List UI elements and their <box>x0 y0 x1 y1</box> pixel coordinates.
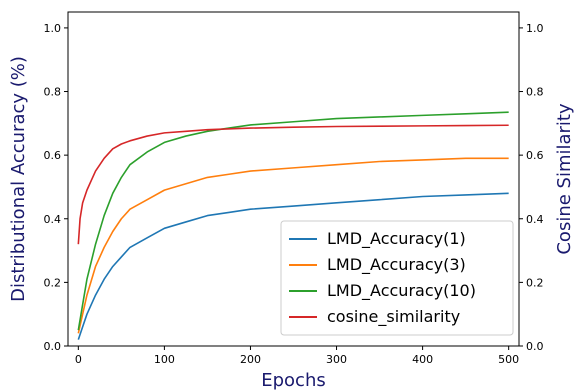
y-tick-label-right: 1.0 <box>526 22 544 35</box>
legend: LMD_Accuracy(1) LMD_Accuracy(3) LMD_Accura… <box>280 220 514 336</box>
y-tick-label-left: 0.6 <box>44 149 62 162</box>
y-tick-label-left: 0.0 <box>44 340 62 353</box>
x-tick-label: 300 <box>326 353 347 366</box>
y-tick-label-right: 0.4 <box>526 213 544 226</box>
series-line-lmd-accuracy-1 <box>77 192 509 340</box>
y-axis-title-left: Distributional Accuracy (%) <box>8 56 29 302</box>
ticks-layer: 0 100 200 300 400 500 0.0 0.2 0.4 0.6 0.8 1.0 0.0 0.2… <box>44 22 544 366</box>
y-tick-label-left: 1.0 <box>44 22 62 35</box>
y-tick-label-right: 0.0 <box>526 340 544 353</box>
y-tick-label-right: 0.6 <box>526 149 544 162</box>
legend-label: LMD_Accuracy(3) <box>327 255 466 275</box>
x-tick-label: 200 <box>240 353 261 366</box>
plot-frame <box>67 11 520 347</box>
x-axis-title: Epochs <box>261 370 326 390</box>
x-tick-label: 0 <box>75 353 82 366</box>
y-tick-label-right: 0.8 <box>526 86 544 99</box>
x-tick-label: 500 <box>498 353 519 366</box>
legend-label: LMD_Accuracy(10) <box>327 281 476 301</box>
series-line-cosine-similarity <box>77 124 509 245</box>
y-axis-title-right: Cosine Similarity <box>554 103 574 255</box>
legend-label: LMD_Accuracy(1) <box>327 229 466 249</box>
series-line-lmd-accuracy-10 <box>77 111 509 331</box>
series-layer <box>77 111 509 340</box>
y-tick-label-left: 0.2 <box>44 276 62 289</box>
y-tick-label-left: 0.4 <box>44 213 62 226</box>
x-tick-label: 100 <box>154 353 175 366</box>
series-line-lmd-accuracy-3 <box>77 157 509 334</box>
legend-box <box>280 220 514 336</box>
x-tick-label: 400 <box>412 353 433 366</box>
legend-label: cosine_similarity <box>327 307 460 327</box>
y-tick-label-right: 0.2 <box>526 276 544 289</box>
y-tick-label-left: 0.8 <box>44 86 62 99</box>
